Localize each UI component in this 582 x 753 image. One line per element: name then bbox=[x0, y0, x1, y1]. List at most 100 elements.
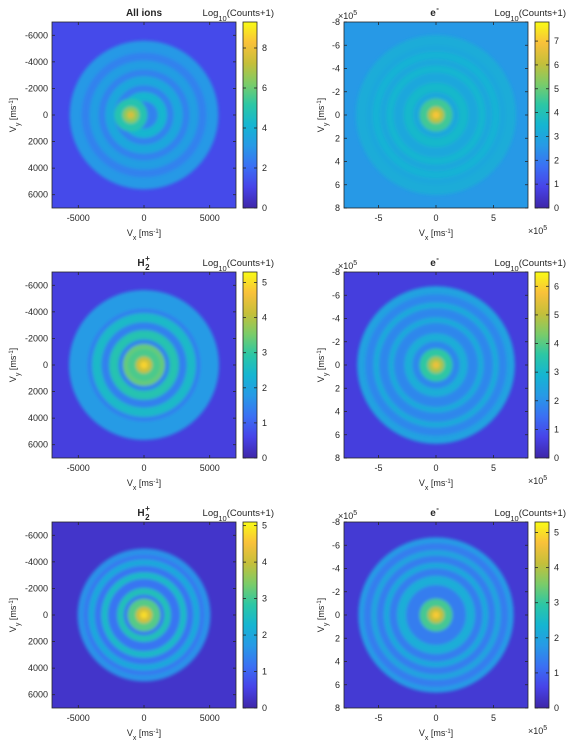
colorbar-tick-label: 0 bbox=[554, 453, 559, 463]
colorbar-tick-label: 0 bbox=[262, 453, 267, 463]
heatmap-image bbox=[52, 522, 236, 708]
y-tick-label: 8 bbox=[335, 453, 340, 463]
y-tick-label: -2000 bbox=[25, 83, 48, 93]
x-tick-label: 5000 bbox=[200, 213, 220, 223]
heatmap-ring bbox=[404, 333, 468, 397]
heatmap-ring bbox=[105, 76, 183, 154]
y-tick-label: 2000 bbox=[28, 387, 48, 397]
y-tick-label: -6000 bbox=[25, 280, 48, 290]
x-tick-label: -5 bbox=[374, 713, 382, 723]
y-tick-label: 0 bbox=[335, 110, 340, 120]
heatmap-panel-3: -5000 0 5000 -6000 -4000 -2000 0 2000 4000 6000 Vx… bbox=[8, 254, 274, 492]
y-tick-label: -8 bbox=[332, 17, 340, 27]
heatmap-ring bbox=[356, 35, 516, 195]
axis-exponent: ×105 bbox=[528, 475, 547, 486]
y-tick-label: -6 bbox=[332, 290, 340, 300]
y-tick-label: 0 bbox=[335, 360, 340, 370]
axis-exponent: ×105 bbox=[528, 725, 547, 736]
colorbar-tick-label: 4 bbox=[554, 108, 559, 118]
x-tick-label: 0 bbox=[141, 463, 146, 473]
heatmap-ring bbox=[77, 548, 211, 682]
x-tick-label: -5 bbox=[374, 463, 382, 473]
y-tick-label: 0 bbox=[335, 610, 340, 620]
y-axis-label: Vy [ms-1] bbox=[8, 348, 22, 382]
x-tick-label: 5000 bbox=[200, 463, 220, 473]
y-tick-label: 2000 bbox=[28, 637, 48, 647]
x-tick-label: 5 bbox=[491, 713, 496, 723]
heatmap-image bbox=[52, 22, 236, 208]
colorbar bbox=[242, 271, 258, 459]
panel-title: H+ 2 bbox=[137, 254, 150, 272]
colorbar-tick-label: 5 bbox=[262, 521, 267, 531]
y-tick-label: 6 bbox=[335, 430, 340, 440]
y-tick-label: -6 bbox=[332, 40, 340, 50]
y-tick-label: -8 bbox=[332, 267, 340, 277]
y-tick-label: -4000 bbox=[25, 307, 48, 317]
x-tick-label: -5000 bbox=[67, 463, 90, 473]
heatmap-ring bbox=[372, 51, 500, 179]
heatmap-ring bbox=[109, 330, 179, 400]
y-tick-label: 6000 bbox=[28, 440, 48, 450]
colorbar-tick-label: 4 bbox=[262, 123, 267, 133]
y-tick-label: 6000 bbox=[28, 690, 48, 700]
colorbar-label: Log10(Counts+1) bbox=[203, 508, 274, 523]
colorbar bbox=[534, 521, 550, 709]
panel-title: H+ 2 bbox=[137, 504, 150, 522]
x-tick-label: -5000 bbox=[67, 213, 90, 223]
heatmap-ring bbox=[396, 575, 476, 655]
x-axis-label: Vx [ms-1] bbox=[127, 228, 161, 242]
heatmap-image bbox=[344, 272, 528, 458]
colorbar bbox=[534, 21, 550, 209]
heatmap-panel-6: -5 0 5 -8 -6 -4 -2 0 2 4 6 8 Vx [ms-1] Vy [ms-1] ×105 ×… bbox=[316, 504, 566, 742]
heatmap-ring bbox=[403, 82, 469, 148]
colorbar-tick-label: 4 bbox=[554, 339, 559, 349]
panel-title: e- bbox=[430, 254, 439, 269]
colorbar-tick-label: 1 bbox=[554, 179, 559, 189]
colorbar-tick-label: 4 bbox=[262, 313, 267, 323]
y-tick-label: 2 bbox=[335, 133, 340, 143]
axis-exponent: ×105 bbox=[338, 10, 357, 21]
colorbar-tick-label: 6 bbox=[262, 83, 267, 93]
x-tick-label: 5000 bbox=[200, 713, 220, 723]
center-spot bbox=[432, 361, 440, 369]
colorbar-tick-label: 8 bbox=[262, 43, 267, 53]
x-axis-label: Vx [ms-1] bbox=[127, 728, 161, 742]
y-tick-label: 0 bbox=[43, 610, 48, 620]
x-tick-label: -5 bbox=[374, 213, 382, 223]
colorbar-tick-label: 3 bbox=[554, 131, 559, 141]
x-tick-label: 0 bbox=[141, 213, 146, 223]
y-axis-label: Vy [ms-1] bbox=[316, 348, 330, 382]
y-tick-label: -6000 bbox=[25, 30, 48, 40]
heatmap-ring bbox=[101, 572, 187, 658]
heatmap-ring bbox=[357, 286, 515, 444]
axis-exponent: ×105 bbox=[338, 260, 357, 271]
heatmap-panel-4: -5 0 5 -8 -6 -4 -2 0 2 4 6 8 Vx [ms-1] Vy [ms-1] ×105 ×… bbox=[316, 254, 566, 492]
heatmap-ring bbox=[69, 290, 219, 440]
y-tick-label: -2000 bbox=[25, 583, 48, 593]
colorbar-tick-label: 0 bbox=[262, 203, 267, 213]
colorbar-tick-label: 4 bbox=[554, 563, 559, 573]
y-tick-label: -2000 bbox=[25, 333, 48, 343]
colorbar-tick-label: 3 bbox=[262, 594, 267, 604]
x-axis-label: Vx [ms-1] bbox=[419, 478, 453, 492]
y-tick-label: 4000 bbox=[28, 163, 48, 173]
heatmap-ring bbox=[373, 302, 499, 428]
x-axis-label: Vx [ms-1] bbox=[419, 728, 453, 742]
colorbar-tick-label: 1 bbox=[262, 418, 267, 428]
heatmap-ring bbox=[89, 60, 199, 170]
colorbar bbox=[534, 271, 550, 459]
y-axis-label: Vy [ms-1] bbox=[8, 98, 22, 132]
y-tick-label: 4 bbox=[335, 157, 340, 167]
y-tick-label: -2 bbox=[332, 87, 340, 97]
colorbar-tick-label: 1 bbox=[554, 668, 559, 678]
heatmap-image bbox=[52, 272, 236, 458]
colorbar-tick-label: 2 bbox=[262, 383, 267, 393]
heatmap-ring bbox=[386, 65, 486, 165]
colorbar bbox=[242, 521, 258, 709]
center-spot bbox=[432, 611, 440, 619]
y-tick-label: 4000 bbox=[28, 663, 48, 673]
x-tick-label: 0 bbox=[141, 713, 146, 723]
colorbar-tick-label: 6 bbox=[554, 60, 559, 70]
colorbar-tick-label: 3 bbox=[554, 367, 559, 377]
heatmap-ring bbox=[371, 550, 501, 680]
